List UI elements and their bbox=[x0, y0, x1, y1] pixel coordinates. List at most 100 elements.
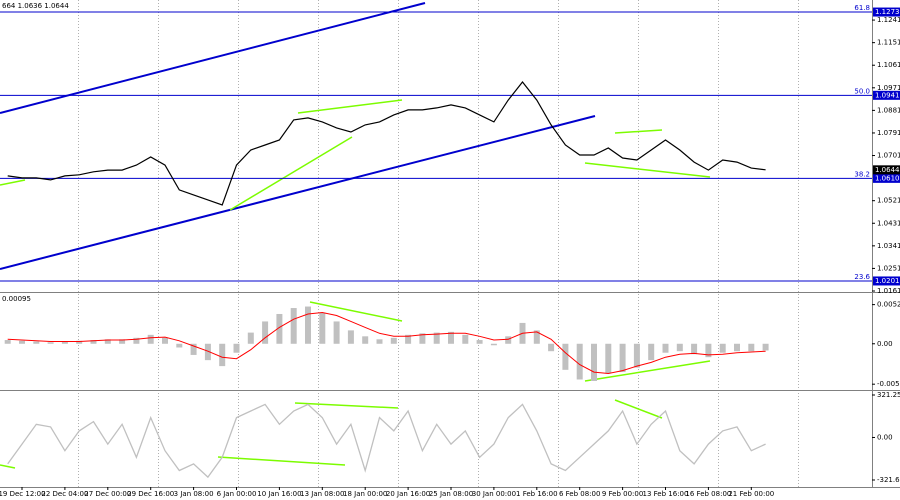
divergence-line bbox=[0, 464, 16, 469]
histogram-bar bbox=[548, 343, 555, 352]
price-box bbox=[873, 7, 900, 17]
histogram-bar bbox=[591, 343, 597, 381]
histogram-bar bbox=[247, 332, 254, 344]
histogram-bar bbox=[533, 330, 540, 344]
histogram-bar bbox=[691, 343, 698, 355]
x-tick-label: 20 Jan 16:00 bbox=[386, 490, 430, 498]
y-tick-label: 0.00 bbox=[877, 340, 893, 348]
fib-label: 38.2 bbox=[854, 170, 870, 178]
histogram-bar bbox=[648, 343, 655, 361]
histogram-bar bbox=[47, 342, 54, 344]
divergence-line bbox=[0, 179, 26, 186]
y-tick-label: -0.00543 bbox=[877, 380, 900, 388]
x-tick-label: 30 Jan 00:00 bbox=[472, 490, 516, 498]
x-tick-label: 16 Feb 08:00 bbox=[685, 490, 731, 498]
x-tick-label: 6 Jan 00:00 bbox=[217, 490, 257, 498]
x-tick-label: 3 Jan 08:00 bbox=[174, 490, 214, 498]
histogram-bar bbox=[762, 343, 769, 351]
histogram-bar bbox=[319, 312, 326, 344]
macd-header: 0.00095 bbox=[2, 295, 31, 303]
fib-label: 61.8 bbox=[854, 4, 870, 12]
histogram-bar bbox=[119, 339, 126, 344]
histogram-bar bbox=[4, 340, 11, 344]
histogram-bar bbox=[219, 343, 226, 367]
histogram-bar bbox=[147, 334, 154, 344]
divergence-line bbox=[309, 301, 403, 322]
histogram-bar bbox=[19, 340, 25, 344]
histogram-bar bbox=[390, 337, 397, 344]
y-tick-label: 1.0161 bbox=[877, 287, 900, 295]
divergence-line bbox=[584, 360, 711, 382]
histogram-bar bbox=[433, 332, 440, 344]
histogram-bar bbox=[748, 343, 755, 352]
x-tick-label: 18 Jan 00:00 bbox=[343, 490, 387, 498]
histogram-bar bbox=[562, 343, 569, 370]
histogram-bar bbox=[276, 313, 283, 344]
x-tick-label: 9 Feb 00:00 bbox=[602, 490, 643, 498]
vertical-grid bbox=[78, 0, 799, 488]
histogram-bar bbox=[204, 343, 211, 361]
histogram-bar bbox=[262, 321, 269, 344]
histogram-bar bbox=[734, 343, 740, 352]
histogram-bar bbox=[462, 334, 469, 344]
x-tick-label: 19 Dec 12:00 bbox=[0, 490, 46, 498]
histogram-bar bbox=[419, 333, 426, 344]
fib-label: 50.0 bbox=[854, 87, 870, 95]
divergence-line bbox=[229, 136, 353, 211]
y-tick-label: -321.6603 bbox=[877, 476, 900, 484]
histogram-bar bbox=[133, 337, 140, 344]
histogram-bar bbox=[505, 336, 512, 344]
y-tick-label: 1.0431 bbox=[877, 219, 900, 227]
price-box bbox=[873, 90, 900, 100]
cci-line bbox=[7, 403, 766, 479]
y-tick-label: 1.0341 bbox=[877, 242, 900, 250]
price-box-label: 1.0610 bbox=[875, 174, 900, 182]
x-tick-label: 29 Dec 16:00 bbox=[127, 490, 174, 498]
price-box bbox=[873, 276, 900, 286]
divergence-line bbox=[614, 399, 663, 419]
price-box-label: 1.0201 bbox=[875, 277, 900, 285]
x-tick-label: 1 Feb 16:00 bbox=[516, 490, 557, 498]
histogram-bar bbox=[90, 340, 97, 344]
y-tick-label: 0.00526 bbox=[877, 301, 900, 309]
price-header: 664 1.0636 1.0644 bbox=[2, 2, 69, 10]
histogram-bar bbox=[76, 340, 83, 344]
histogram-bar bbox=[405, 334, 412, 344]
price-box bbox=[873, 173, 900, 183]
x-tick-label: 6 Feb 08:00 bbox=[559, 490, 600, 498]
histogram-bar bbox=[347, 330, 354, 344]
histogram-bar bbox=[333, 321, 340, 344]
histogram-bar bbox=[176, 343, 183, 348]
y-tick-label: 1.0881 bbox=[877, 106, 900, 114]
y-tick-label: 1.1151 bbox=[877, 39, 900, 47]
x-tick-label: 13 Feb 16:00 bbox=[643, 490, 689, 498]
histogram-bar bbox=[305, 306, 311, 344]
x-tick-label: 10 Jan 16:00 bbox=[257, 490, 301, 498]
price-line bbox=[7, 81, 766, 206]
y-tick-label: 1.1241 bbox=[877, 16, 900, 24]
histogram-bar bbox=[233, 343, 240, 353]
x-tick-label: 13 Jan 08:00 bbox=[300, 490, 344, 498]
current-price-label: 1.0644 bbox=[875, 166, 900, 174]
divergence-line bbox=[584, 162, 711, 178]
y-tick-label: 1.0521 bbox=[877, 197, 900, 205]
histogram-bar bbox=[490, 343, 497, 346]
divergence-line bbox=[614, 129, 663, 134]
histogram-bar bbox=[619, 343, 626, 373]
y-tick-label: 321.2557 bbox=[877, 391, 900, 399]
histogram-bar bbox=[104, 339, 111, 344]
histogram-bar bbox=[33, 341, 40, 344]
histogram-bar bbox=[576, 343, 583, 380]
histogram-bar bbox=[376, 339, 383, 344]
divergence-line bbox=[294, 402, 399, 409]
x-tick-label: 27 Dec 00:00 bbox=[84, 490, 131, 498]
histogram-bar bbox=[190, 343, 197, 355]
divergence-line bbox=[297, 99, 403, 114]
x-tick-label: 21 Feb 00:00 bbox=[728, 490, 774, 498]
histogram-bar bbox=[476, 340, 483, 344]
channel-line bbox=[0, 2, 426, 114]
fib-label: 23.6 bbox=[854, 273, 870, 281]
y-tick-label: 1.0971 bbox=[877, 84, 900, 92]
